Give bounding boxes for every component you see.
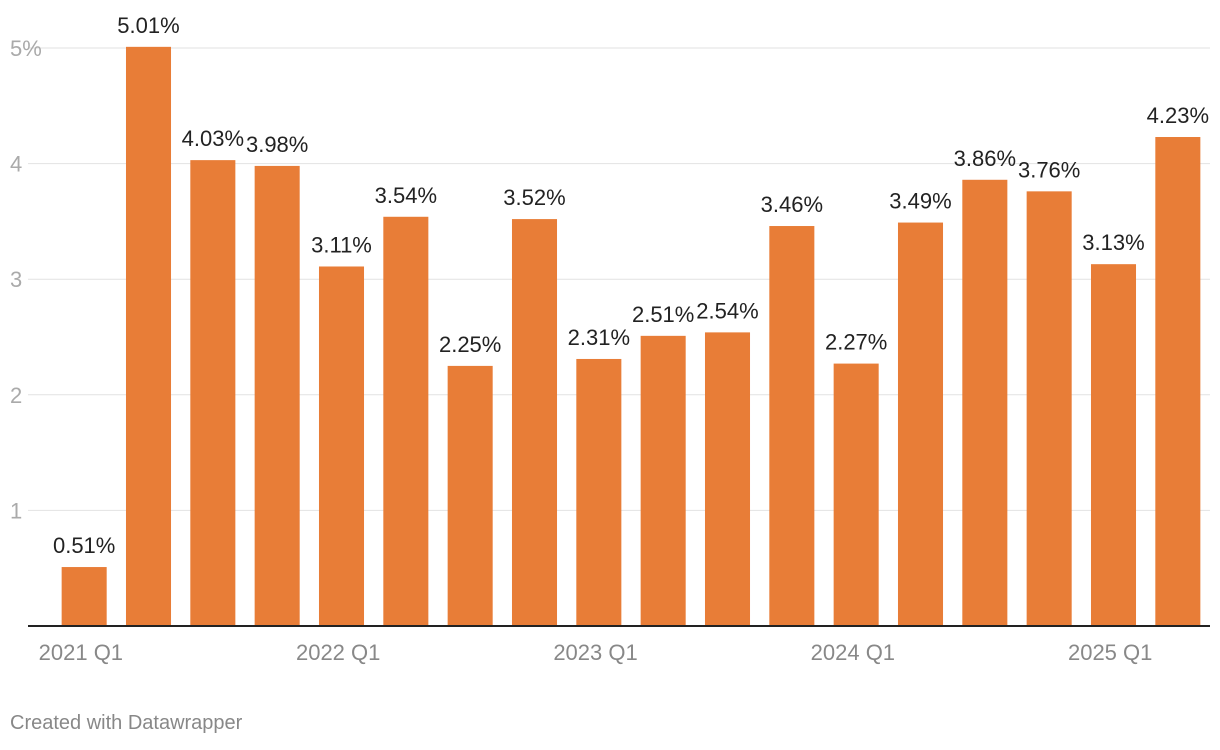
data-label: 3.52% [503, 185, 565, 210]
x-tick-label: 2024 Q1 [811, 640, 895, 665]
data-label: 3.54% [375, 183, 437, 208]
y-axis-ticks: 1 2 3 4 5% [10, 36, 42, 523]
data-label: 2.51% [632, 302, 694, 327]
x-tick-label: 2022 Q1 [296, 640, 380, 665]
bar [511, 219, 558, 626]
bar [897, 222, 944, 626]
bar [61, 567, 107, 626]
y-tick-label: 3 [10, 267, 22, 292]
data-label: 3.86% [954, 146, 1016, 171]
data-label: 3.98% [246, 132, 308, 157]
data-label: 2.25% [439, 332, 501, 357]
y-tick-label: 5% [10, 36, 42, 61]
data-label: 2.27% [825, 330, 887, 355]
data-label: 2.31% [568, 325, 630, 350]
data-label: 3.49% [889, 189, 951, 214]
x-tick-label: 2025 Q1 [1068, 640, 1152, 665]
x-tick-label: 2023 Q1 [553, 640, 637, 665]
bar [447, 365, 493, 626]
y-tick-label: 2 [10, 383, 22, 408]
y-tick-label: 1 [10, 498, 22, 523]
footer-credit: Created with Datawrapper [10, 712, 243, 734]
bar [833, 363, 879, 626]
bar [576, 358, 622, 626]
bar [704, 332, 751, 626]
data-label: 0.51% [53, 533, 115, 558]
x-tick-label: 2021 Q1 [39, 640, 123, 665]
bar [640, 335, 686, 626]
data-label: 4.03% [182, 126, 244, 151]
y-tick-label: 4 [10, 152, 22, 177]
data-label: 3.13% [1082, 230, 1144, 255]
bar [190, 160, 236, 626]
bars [61, 46, 1201, 627]
data-label: 2.54% [696, 298, 758, 323]
data-label: 3.76% [1018, 157, 1080, 182]
data-label: 3.11% [311, 232, 372, 257]
bar [383, 216, 429, 626]
bar [318, 266, 365, 626]
data-label: 5.01% [117, 13, 179, 38]
bar [1090, 264, 1137, 626]
bar [125, 46, 172, 627]
bar [1026, 191, 1072, 626]
bar-chart: 1 2 3 4 5% 0.51% 5.01% 4.03% 3.98% 3.11%3.54% 2.2… [10, 13, 1210, 665]
data-label: 4.23% [1147, 103, 1209, 128]
bar [1155, 137, 1201, 626]
bar [962, 179, 1008, 626]
data-label: 3.46% [761, 192, 823, 217]
x-axis-ticks: 2021 Q1 2022 Q1 2023 Q1 2024 Q1 2025 Q1 [39, 640, 1153, 665]
bar [769, 226, 815, 627]
data-labels: 0.51% 5.01% 4.03% 3.98% 3.11%3.54% 2.25% 3.52%… [53, 13, 1209, 558]
bar [254, 165, 300, 627]
